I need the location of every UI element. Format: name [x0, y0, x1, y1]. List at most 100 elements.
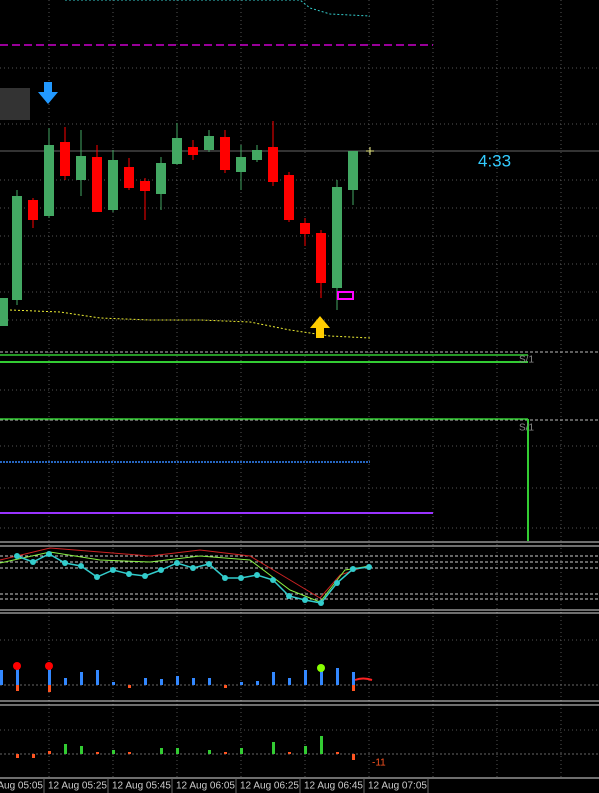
histogram-part: [13, 662, 21, 670]
volume-histogram-part: [272, 742, 275, 754]
histogram-part: [192, 678, 195, 685]
oscillator-part: [94, 574, 100, 580]
volume-histogram-part: [80, 746, 83, 754]
histogram-part: [96, 670, 99, 685]
histogram-part: [336, 668, 339, 685]
candle-down-part: [60, 142, 70, 176]
countdown: 4:33: [478, 151, 511, 170]
oscillator-part: [270, 577, 276, 583]
histogram-part: [224, 685, 227, 688]
candle-up-part: [172, 138, 182, 164]
volume-histogram-part: [240, 748, 243, 754]
time-label: 12 Aug 05:25: [48, 781, 107, 792]
oscillator-part: [78, 563, 84, 569]
candle-down: [28, 121, 326, 298]
volume-histogram-part: [160, 748, 163, 754]
label-box: [0, 88, 30, 120]
indicator-lines: [0, 0, 599, 541]
volume-histogram-part: [208, 750, 211, 754]
oscillator: [0, 547, 599, 606]
oscillator-part: [0, 551, 371, 603]
histogram-part: [112, 682, 115, 685]
oscillator-part: [126, 571, 132, 577]
time-label: 12 Aug 06:25: [240, 781, 299, 792]
candle-up-part: [348, 151, 358, 190]
candle-up-part: [76, 156, 86, 180]
time-label: 12 Aug 07:05: [368, 781, 427, 792]
candle-up-part: [252, 150, 262, 160]
oscillator-part: [302, 597, 308, 603]
oscillator-part: [190, 565, 196, 571]
candle-up-part: [12, 196, 22, 300]
oscillator-part: [174, 560, 180, 566]
volume-histogram-part: [176, 748, 179, 754]
volume-histogram-part: [48, 751, 51, 754]
time-axis: 12 Aug 05:05 12 Aug 05:25 12 Aug 05:45 1…: [0, 778, 429, 793]
candle-down-part: [220, 137, 230, 170]
candle-down-part: [284, 175, 294, 220]
histogram-part: [0, 670, 3, 685]
volume-histogram-part: [112, 750, 115, 754]
volume-histogram-part: [336, 752, 339, 754]
oscillator-part: [318, 600, 324, 606]
volume-histogram: [0, 736, 599, 760]
histogram: [0, 662, 599, 692]
candle-down-part: [140, 181, 150, 191]
oscillator-part: [254, 572, 260, 578]
histogram-part: [208, 678, 211, 685]
candle-down-part: [316, 233, 326, 283]
histogram-part: [240, 682, 243, 685]
oscillator-part: [110, 567, 116, 573]
volume-histogram-part: [352, 754, 355, 760]
level-label: S/1: [519, 423, 534, 434]
candle-up-part: [44, 145, 54, 216]
candle-up-part: [0, 298, 8, 326]
volume-histogram-part: [320, 736, 323, 754]
candle-down-part: [92, 157, 102, 212]
volume-histogram-part: [32, 754, 35, 758]
histogram-part: [176, 676, 179, 685]
marker-box: [337, 291, 354, 300]
histogram-part: [144, 678, 147, 685]
volume-histogram-part: [288, 752, 291, 754]
histogram-part: [48, 668, 51, 685]
oscillator-part: [158, 567, 164, 573]
level-label: S/1: [519, 355, 534, 366]
histogram-part: [48, 685, 51, 692]
candle-up-part: [156, 163, 166, 194]
volume-histogram-part: [128, 752, 131, 754]
indicator-value: -11: [372, 758, 386, 769]
time-label: 12 Aug 05:05: [0, 781, 43, 792]
oscillator-part: [222, 575, 228, 581]
candle-up-part: [108, 160, 118, 210]
oscillator-part: [14, 553, 20, 559]
candle-up-part: [332, 187, 342, 288]
histogram-part: [304, 670, 307, 685]
histogram-part: [16, 685, 19, 691]
sell-arrow: [38, 82, 58, 104]
histogram-part: [352, 685, 355, 691]
histogram-part: [352, 672, 355, 685]
oscillator-part: [350, 566, 356, 572]
volume-histogram-part: [64, 744, 67, 754]
oscillator-part: [238, 575, 244, 581]
histogram-part: [160, 679, 163, 685]
histogram-part: [317, 664, 325, 672]
oscillator-part: [366, 564, 372, 570]
histogram-part: [16, 668, 19, 685]
volume-histogram-part: [304, 746, 307, 754]
volume-histogram-part: [16, 754, 19, 758]
candle-down-part: [124, 167, 134, 188]
histogram-part: [256, 681, 259, 685]
histogram-part: [272, 672, 275, 685]
histogram-part: [45, 662, 53, 670]
histogram-part: [354, 677, 373, 681]
crosshair: [366, 147, 374, 155]
volume-histogram-part: [96, 752, 99, 754]
histogram-part: [288, 678, 291, 685]
oscillator-part: [46, 551, 52, 557]
